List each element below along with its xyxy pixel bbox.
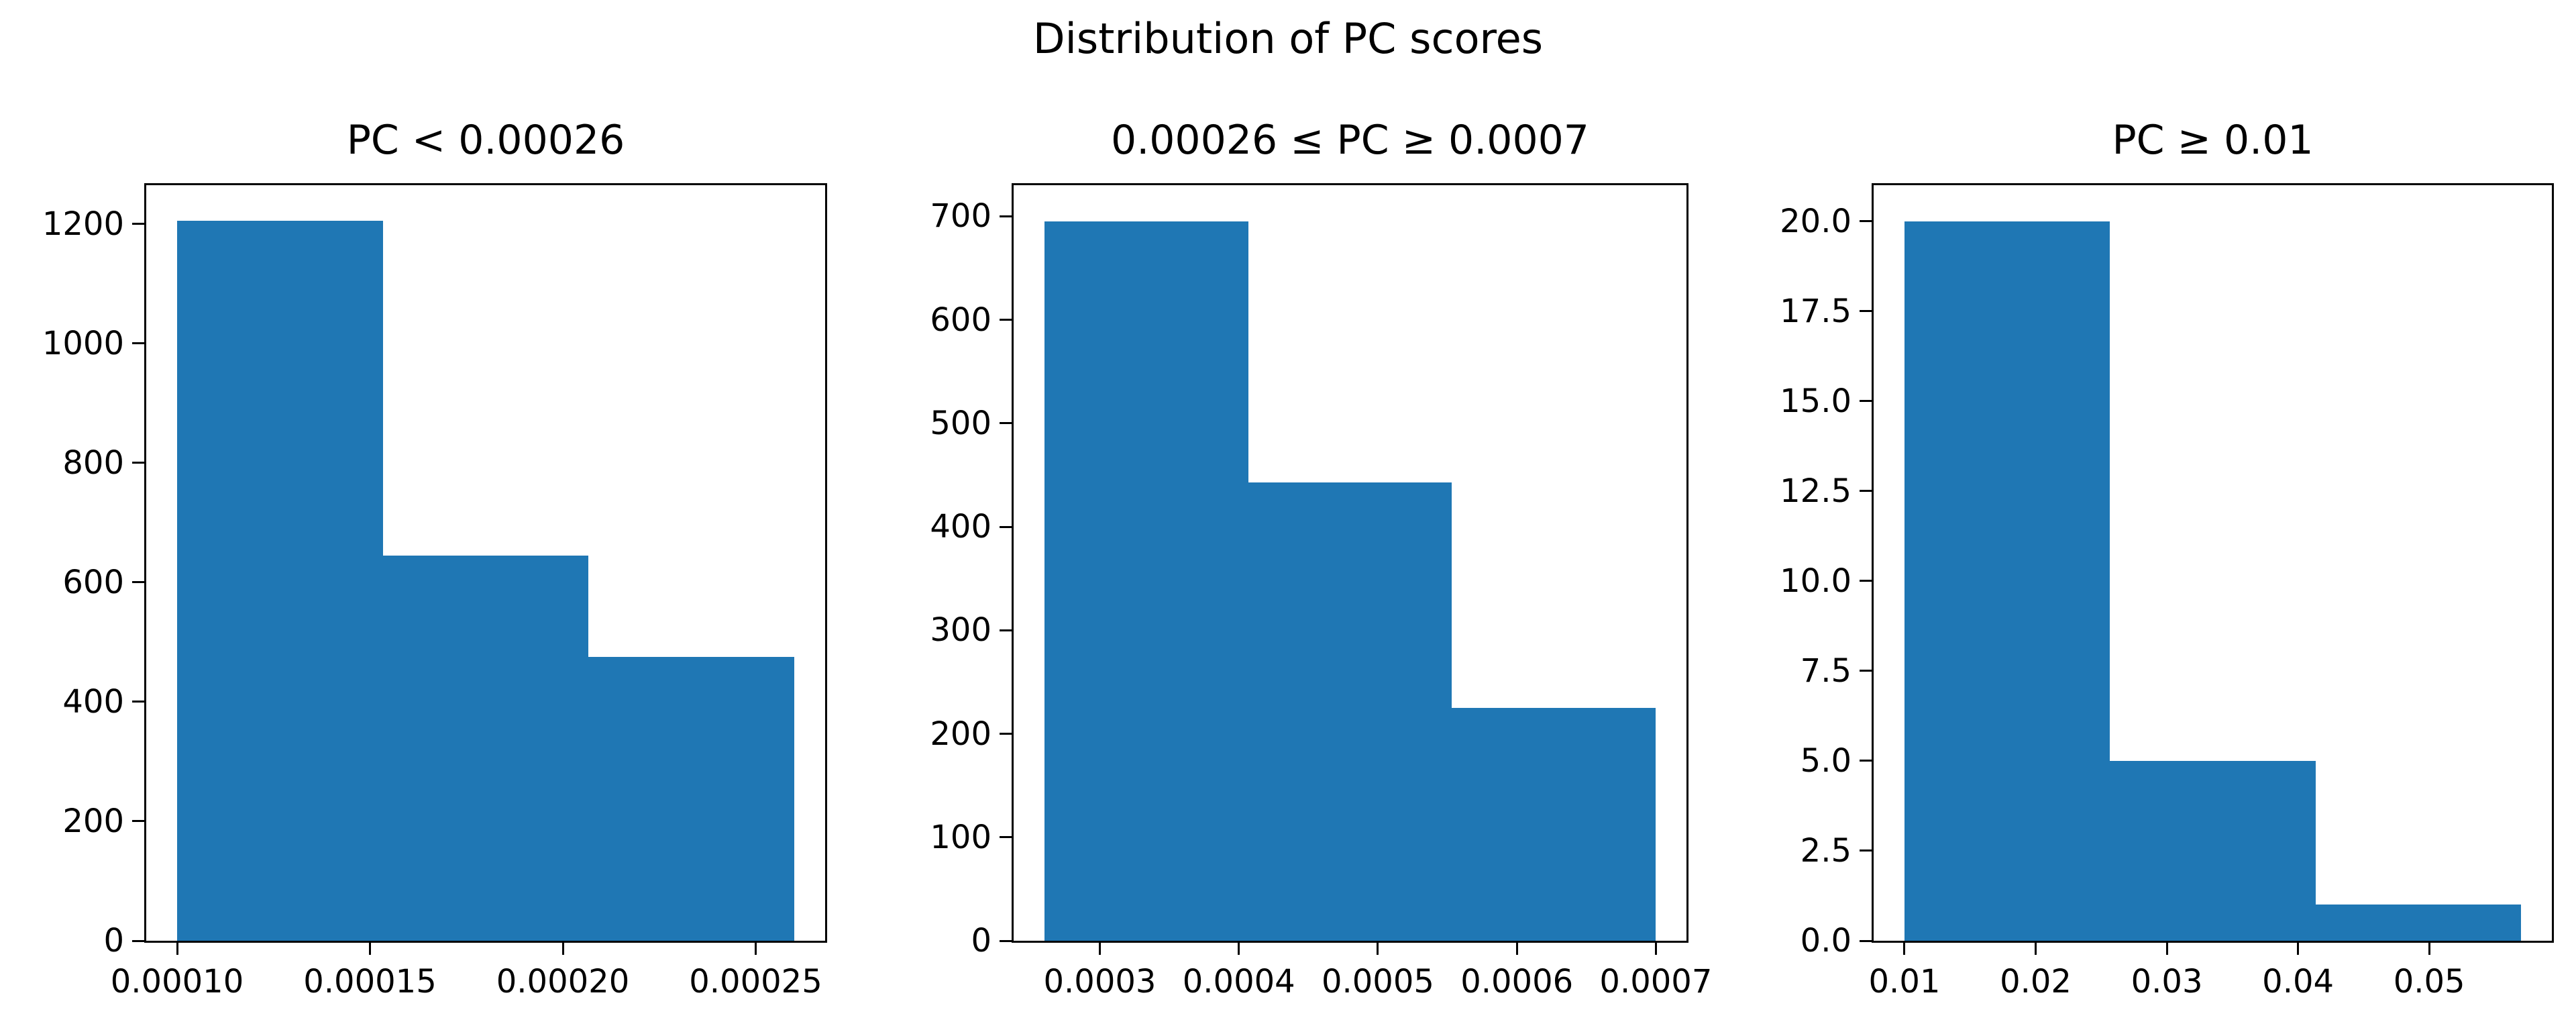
x-axis-tick [2165,943,2168,955]
x-axis-tick [1377,943,1379,955]
y-tick-label: 400 [62,682,124,721]
x-axis-tick [176,943,178,955]
x-tick-label: 0.03 [2131,963,2203,1000]
y-axis-tick [1860,310,1872,313]
y-axis-tick [1860,580,1872,582]
y-tick-label: 2.5 [1800,831,1851,870]
y-axis-tick [1860,939,1872,942]
x-tick-label: 0.00010 [110,963,244,1000]
y-tick-label: 1200 [42,205,124,243]
y-tick-label: 7.5 [1800,652,1851,690]
y-axis-tick [132,342,144,345]
x-axis-tick [561,943,564,955]
x-tick-label: 0.04 [2262,963,2334,1000]
y-tick-label: 600 [62,563,124,601]
subplot-pc-below-threshold: PC < 0.00026 0.00010 0.00015 0.00020 0.00025… [42,117,827,1000]
y-tick-label: 200 [930,715,991,753]
y-axis-tick [1000,733,1012,735]
x-axis-tick [2035,943,2037,955]
y-tick-label: 800 [62,444,124,482]
y-tick-label: 200 [62,802,124,840]
y-tick-label: 400 [930,508,991,546]
y-axis-tick [1000,319,1012,321]
y-tick-label: 300 [930,611,991,650]
histogram-bar [1452,707,1656,941]
x-axis-tick [1654,943,1657,955]
x-axis-tick [1238,943,1240,955]
x-tick-label: 0.00015 [303,963,437,1000]
x-tick-label: 0.0003 [1043,963,1157,1000]
y-axis-tick [132,223,144,225]
y-tick-label: 0.0 [1800,922,1851,960]
x-tick-label: 0.01 [1868,963,1941,1000]
y-axis-tick [132,820,144,823]
x-tick-label: 0.0004 [1182,963,1295,1000]
y-axis-tick [132,581,144,584]
y-tick-label: 1000 [42,324,124,362]
y-tick-label: 500 [930,404,991,442]
plot-title: PC < 0.00026 [346,117,625,164]
y-axis-tick [1000,939,1012,942]
y-tick-label: 17.5 [1780,292,1851,330]
y-tick-label: 20.0 [1780,202,1851,240]
y-tick-label: 0 [971,922,991,960]
y-axis-tick [1860,490,1872,493]
x-axis-tick [1903,943,1906,955]
x-axis-tick [1515,943,1518,955]
y-tick-label: 12.5 [1780,472,1851,510]
x-tick-label: 0.0005 [1321,963,1434,1000]
histogram-bar [1904,221,2110,941]
x-tick-label: 0.00020 [496,963,630,1000]
x-axis-tick [2428,943,2430,955]
y-axis-tick [1000,525,1012,528]
y-axis-tick [1860,400,1872,403]
x-axis-tick [369,943,371,955]
y-axis-tick [132,939,144,942]
plot-title: PC ≥ 0.01 [2112,117,2314,164]
subplot-pc-mid-range: 0.00026 ≤ PC ≥ 0.0007 0.0003 0.0004 0.0005 0… [930,117,1712,1000]
y-tick-label: 600 [930,301,991,339]
y-tick-label: 0 [103,922,124,960]
subplot-pc-above-threshold: PC ≥ 0.01 0.01 0.02 0.03 0.04 0.05 0.0 2.5 5.0 7.… [1780,117,2554,1000]
figure-suptitle: Distribution of PC scores [1032,14,1544,63]
histogram-bar [1248,482,1452,941]
x-tick-label: 0.02 [2000,963,2072,1000]
y-tick-label: 15.0 [1780,382,1851,420]
y-axis-tick [1860,220,1872,223]
histogram-bar [2110,760,2316,941]
y-tick-label: 100 [930,818,991,856]
x-axis-tick [1098,943,1101,955]
y-tick-label: 10.0 [1780,562,1851,600]
x-axis-tick [755,943,757,955]
x-tick-label: 0.05 [2393,963,2465,1000]
histogram-bar [382,555,589,941]
y-tick-label: 700 [930,197,991,236]
y-axis-tick [1860,849,1872,852]
y-axis-tick [1860,760,1872,762]
x-tick-label: 0.0007 [1599,963,1713,1000]
x-tick-label: 0.00025 [689,963,822,1000]
y-axis-tick [1000,422,1012,425]
y-axis-tick [1000,215,1012,217]
y-axis-tick [132,701,144,703]
y-axis-tick [1860,670,1872,672]
plot-title: 0.00026 ≤ PC ≥ 0.0007 [1111,117,1589,164]
histogram-bar [1044,221,1248,941]
y-axis-tick [132,462,144,464]
x-tick-label: 0.0006 [1460,963,1574,1000]
histogram-bar [177,221,383,941]
histogram-bar [2315,905,2522,941]
y-axis-tick [1000,629,1012,631]
x-axis-tick [2297,943,2300,955]
histogram-bar [588,657,794,941]
y-tick-label: 5.0 [1800,741,1851,780]
y-axis-tick [1000,836,1012,839]
